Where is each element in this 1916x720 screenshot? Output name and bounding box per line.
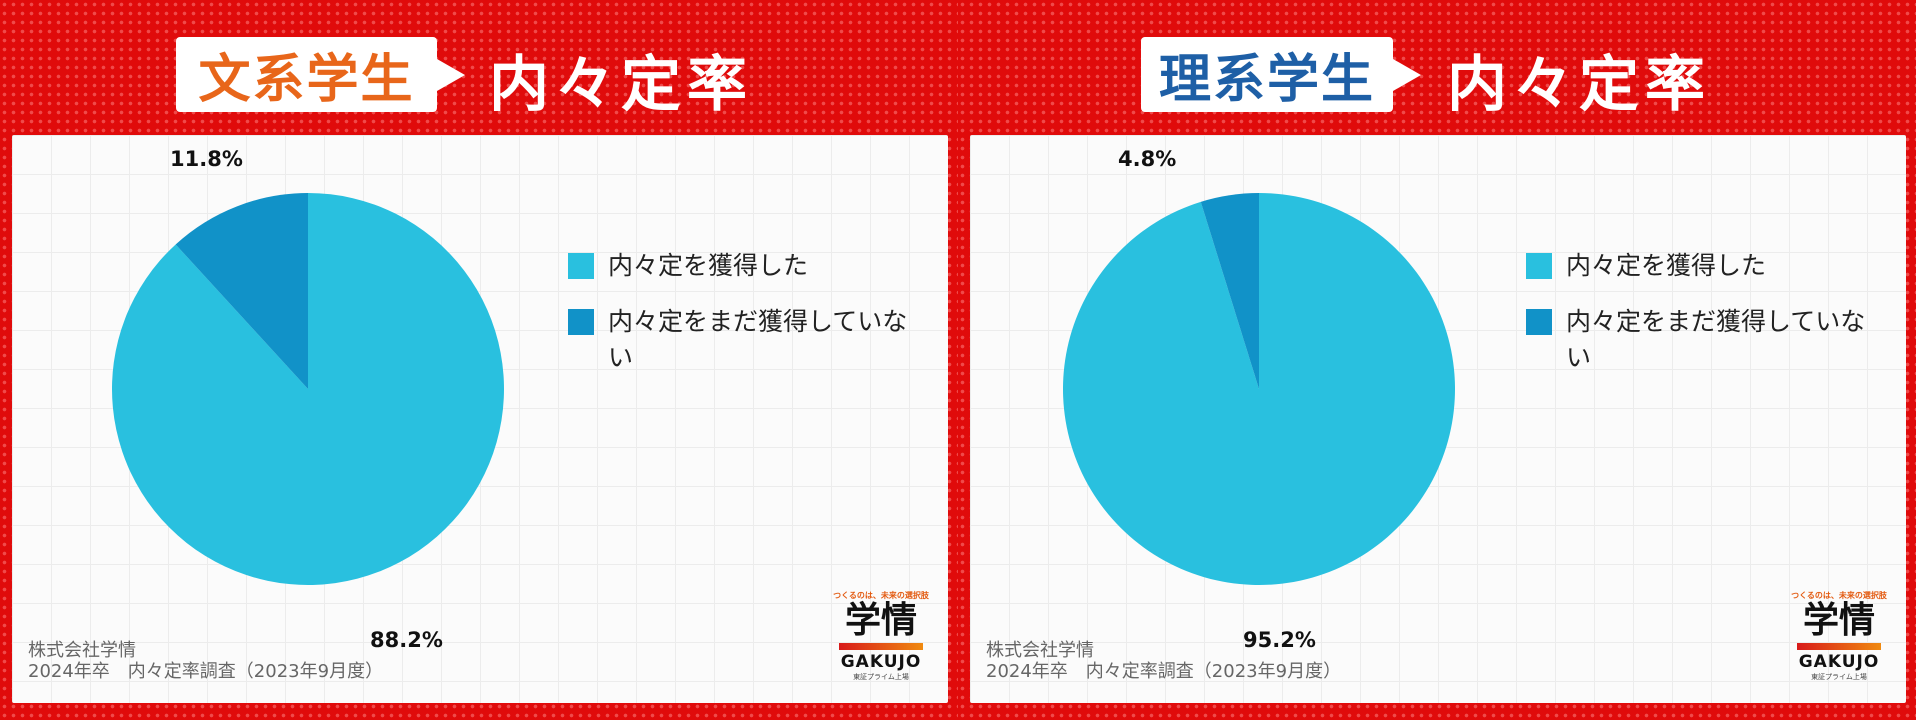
logo-bar — [1797, 643, 1881, 650]
logo-name-en: GAKUJO — [840, 652, 922, 672]
data-label-not-obtained: 4.8% — [1118, 147, 1177, 171]
pie-slice-not-obtained — [175, 193, 308, 389]
logo-sub: 東証プライム上場 — [1811, 673, 1867, 681]
legend-swatch — [568, 309, 594, 335]
logo-name: 学情 — [844, 600, 917, 641]
legend-label: 内々定をまだ獲得していない — [608, 307, 908, 372]
legend-item: 内々定をまだ獲得していない — [568, 304, 908, 376]
legend-label: 内々定を獲得した — [1566, 251, 1767, 280]
logo-tagline: つくるのは、未来の選択肢 — [833, 591, 929, 600]
pie-chart — [1062, 193, 1455, 585]
title-tag: 文系学生 — [176, 37, 465, 112]
logo-bar — [839, 643, 923, 650]
panel-sciences: 理系学生 内々定率 95.2% 4.8% 内々定を獲得した 内々定をまだ獲得して… — [958, 0, 1916, 720]
source-footer: 株式会社学情 2024年卒 内々定率調査（2023年9月度） — [986, 640, 1341, 682]
data-label-obtained: 88.2% — [370, 628, 443, 652]
legend-label: 内々定を獲得した — [608, 251, 809, 280]
source-footer: 株式会社学情 2024年卒 内々定率調査（2023年9月度） — [28, 640, 383, 682]
logo-sub: 東証プライム上場 — [853, 673, 909, 681]
title-tag: 理系学生 — [1141, 37, 1421, 112]
legend-swatch — [1526, 253, 1552, 279]
legend: 内々定を獲得した 内々定をまだ獲得していない — [568, 248, 908, 396]
legend: 内々定を獲得した 内々定をまだ獲得していない — [1526, 248, 1866, 396]
gakujo-logo: つくるのは、未来の選択肢 学情 GAKUJO 東証プライム上場 — [1791, 590, 1887, 690]
legend-swatch — [568, 253, 594, 279]
legend-label: 内々定をまだ獲得していない — [1566, 307, 1866, 372]
legend-item: 内々定をまだ獲得していない — [1526, 304, 1866, 376]
gakujo-logo: つくるのは、未来の選択肢 学情 GAKUJO 東証プライム上場 — [833, 590, 929, 690]
logo-name-en: GAKUJO — [1798, 652, 1880, 672]
logo-tagline: つくるのは、未来の選択肢 — [1791, 591, 1887, 600]
source-survey: 2024年卒 内々定率調査（2023年9月度） — [28, 661, 384, 682]
logo-name: 学情 — [1802, 600, 1875, 641]
title-heading: 内々定率 — [489, 50, 753, 120]
source-company: 株式会社学情 — [28, 640, 136, 661]
title-heading: 内々定率 — [1447, 50, 1711, 120]
pie-slice-not-obtained — [1200, 193, 1259, 389]
panel-humanities: 文系学生 内々定率 88.2% 11.8% 内々定を獲得した 内々定をまだ獲得し… — [0, 0, 958, 720]
data-label-not-obtained: 11.8% — [170, 147, 243, 171]
legend-swatch — [1526, 309, 1552, 335]
legend-item: 内々定を獲得した — [568, 248, 908, 284]
source-company: 株式会社学情 — [986, 640, 1094, 661]
legend-item: 内々定を獲得した — [1526, 248, 1866, 284]
data-label-obtained: 95.2% — [1243, 628, 1316, 652]
pie-chart — [111, 193, 505, 585]
pie-slice-obtained — [1062, 193, 1455, 585]
source-survey: 2024年卒 内々定率調査（2023年9月度） — [986, 661, 1342, 682]
